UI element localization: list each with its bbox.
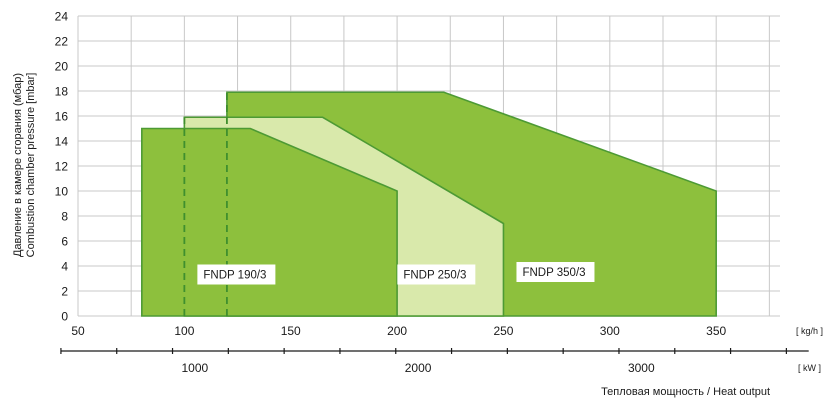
y-tick-label-2: 2	[61, 285, 68, 299]
series-label-box-2	[516, 262, 595, 282]
x-tick-label-kgh-350: 350	[706, 324, 726, 338]
x-tick-label-kw-2000: 2000	[405, 361, 432, 375]
series-label-box-1	[397, 264, 476, 285]
y-tick-label-10: 10	[55, 185, 69, 199]
y-tick-label-22: 22	[55, 35, 69, 49]
x-unit-kw: [ kW ]	[798, 363, 821, 373]
y-tick-label-8: 8	[61, 210, 68, 224]
y-tick-label-14: 14	[55, 135, 69, 149]
series-labels: FNDP 190/3 FNDP 250/3 FNDP 350/3	[197, 262, 595, 285]
x-tick-label-kw-1000: 1000	[182, 361, 209, 375]
x-tick-label-kw-3000: 3000	[628, 361, 655, 375]
y-tick-label-24: 24	[55, 10, 69, 24]
y-tick-label-6: 6	[61, 235, 68, 249]
y-tick-label-12: 12	[55, 160, 69, 174]
x-unit-kgh: [ kg/h ]	[796, 326, 823, 336]
y-tick-label-18: 18	[55, 85, 69, 99]
series-label-2: FNDP 350/3	[522, 267, 585, 279]
x-tick-label-kgh-100: 100	[174, 324, 194, 338]
y-axis-label-ru: Давление в камере сгорания (мбар)	[12, 73, 24, 257]
x-axis-kw: 1000 2000 3000	[60, 348, 809, 375]
y-axis-label-en: Combustion chamber pressure [mbar]	[25, 73, 37, 258]
y-tick-label-20: 20	[55, 60, 69, 74]
series-label-box-0	[197, 264, 276, 285]
x-tick-label-kgh-300: 300	[600, 324, 620, 338]
x-tick-label-kgh-150: 150	[281, 324, 301, 338]
x-tick-label-kgh-50: 50	[71, 324, 85, 338]
series-label-0: FNDP 190/3	[203, 270, 266, 282]
y-tick-label-4: 4	[61, 260, 68, 274]
x-axis-kgh: 50 100 150 200 250 300 350	[71, 324, 726, 338]
x-axis-title: Тепловая мощность / Heat output	[601, 386, 770, 398]
x-tick-label-kgh-200: 200	[387, 324, 407, 338]
y-tick-label-0: 0	[61, 310, 68, 324]
y-tick-label-16: 16	[55, 110, 69, 124]
x-tick-label-kgh-250: 250	[493, 324, 513, 338]
series-label-1: FNDP 250/3	[403, 270, 466, 282]
